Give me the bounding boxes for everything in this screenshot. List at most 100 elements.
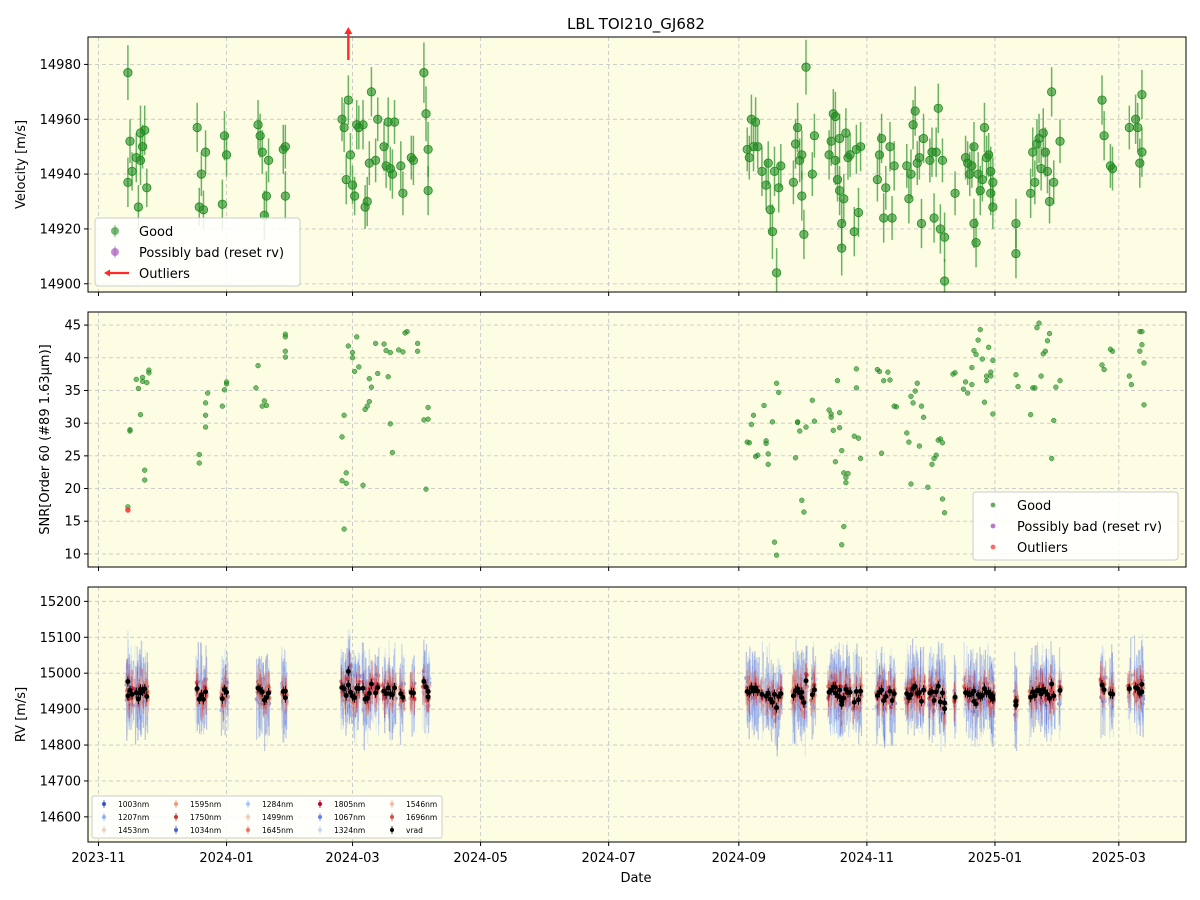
snr-point [1032,385,1038,391]
velocity-point [881,165,891,210]
snr-point [1053,384,1059,390]
velocity-point [916,198,927,249]
snr-point [196,460,202,466]
velocity-point [939,259,950,292]
velocity-point [797,130,807,180]
velocity-point [354,105,364,150]
snr-point [965,390,971,396]
rv-legend: 1003nm 1207nm 1453nm 1595nm 1750nm 1034nm 1284… [91,795,443,839]
velocity-point [125,119,135,164]
snr-point [839,447,845,454]
snr-point [144,379,150,386]
snr-point [763,438,769,444]
snr-point [366,398,372,405]
velocity-point [757,146,767,197]
snr-point [425,404,431,411]
snr-point [202,424,209,430]
snr-point [219,403,226,409]
snr-point [969,381,975,388]
legend-marker [990,502,996,508]
snr-point [761,402,767,409]
velocity-point [1055,119,1065,164]
snr-point [400,349,406,355]
velocity-point [855,122,866,172]
rv-data-points [124,629,1146,757]
velocity-point [841,108,851,158]
snr-point [282,331,288,337]
snr-point [221,387,228,393]
snr-point [366,376,372,382]
velocity-point [776,143,786,188]
x-tick-label: 2024-11 [840,851,894,866]
snr-point [914,380,920,386]
snr-point [853,366,860,372]
legend-marker [318,802,322,806]
snr-point [916,443,923,449]
legend-marker [390,802,394,806]
velocity-point [826,116,836,166]
x-tick-label: 2024-05 [453,851,507,866]
legend-label: Outliers [1017,541,1068,556]
legend-marker [102,815,106,819]
snr-point [1128,381,1135,388]
legend-label: 1805nm [334,800,365,809]
velocity-point [751,97,761,147]
snr-point [809,397,815,403]
snr-point [1099,362,1105,368]
y-tick-label: 45 [64,319,81,334]
snr-point [990,411,996,417]
snr-point [908,393,914,399]
snr-point [933,452,939,458]
legend-marker [990,523,996,529]
velocity-point [1049,160,1059,205]
snr-point [1051,417,1057,424]
snr-point [205,390,211,396]
y-tick-label: 14940 [40,168,81,183]
velocity-point [753,124,763,169]
snr-point [906,439,912,445]
velocity-point [140,105,150,155]
snr-point [904,430,910,436]
snr-point [1013,372,1019,378]
snr-point [423,486,429,492]
legend-label: 1067nm [334,813,365,822]
velocity-point [373,97,383,142]
x-tick-label: 2024-03 [325,851,379,866]
snr-point [843,480,849,486]
velocity-point [366,67,377,117]
velocity-point [387,149,398,199]
snr-point [832,459,839,465]
legend-marker [174,828,178,832]
snr-point [341,526,347,532]
x-tick-label: 2025-01 [968,851,1022,866]
velocity-point [257,130,267,175]
x-tick-label: 2023-11 [71,851,125,866]
velocity-point [1044,179,1055,224]
velocity-point [196,152,206,197]
legend-label: 1003nm [118,800,149,809]
snr-point [425,416,431,422]
snr-point [765,461,771,467]
snr-point [202,412,209,418]
snr-point [828,411,834,417]
velocity-point [221,132,232,177]
velocity-point [767,204,778,260]
velocity-point [1137,69,1147,120]
velocity-point [872,157,882,202]
snr-point [988,369,994,375]
velocity-point [408,135,419,186]
velocity-point [343,75,353,125]
snr-point [354,334,360,340]
snr-point [349,349,356,356]
velocity-point [772,248,782,292]
snr-point [127,427,133,433]
snr-point [799,497,805,503]
velocity-point [788,160,799,205]
snr-point [351,368,358,375]
snr-point [282,348,288,354]
snr-point [387,349,393,356]
x-axis-label: Date [620,871,651,886]
x-tick-label: 2025-03 [1092,851,1146,866]
snr-point [349,355,356,361]
velocity-point [389,100,400,144]
